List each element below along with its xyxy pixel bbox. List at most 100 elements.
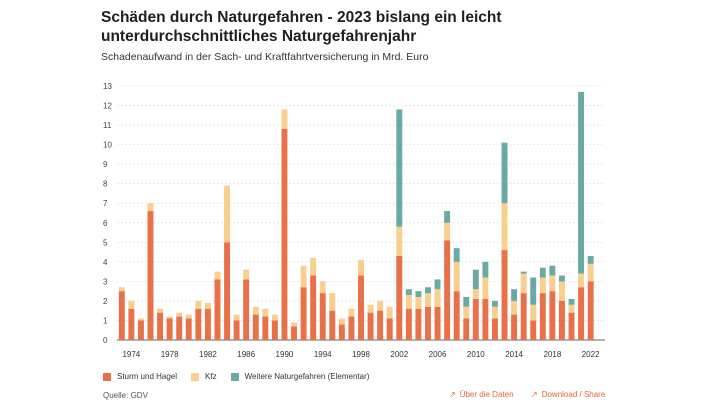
bar-1984 — [224, 185, 231, 340]
bar-segment-sturm — [578, 287, 585, 340]
bar-segment-sturm — [568, 312, 575, 340]
bar-segment-kfz — [587, 263, 594, 282]
y-tick-label: 3 — [103, 277, 108, 286]
bar-1999 — [367, 304, 374, 340]
x-tick-label: 2002 — [390, 350, 408, 359]
bar-segment-sturm — [434, 306, 441, 340]
x-tick-label: 2018 — [543, 350, 561, 359]
bar-segment-kfz — [166, 316, 173, 319]
bar-1991 — [291, 322, 297, 340]
download-share-label: Download / Share — [541, 390, 606, 399]
bar-segment-elementar — [587, 255, 594, 264]
bar-segment-kfz — [329, 293, 336, 311]
bar-segment-elementar — [578, 91, 585, 274]
x-tick-label: 1994 — [314, 350, 332, 359]
bar-segment-sturm — [176, 316, 183, 340]
bar-segment-kfz — [157, 308, 164, 313]
bar-segment-sturm — [530, 320, 537, 340]
bar-1975 — [137, 318, 144, 340]
bar-segment-sturm — [425, 306, 431, 340]
bar-segment-elementar — [463, 297, 470, 307]
bar-2015 — [520, 271, 527, 340]
bar-segment-sturm — [128, 308, 135, 340]
data-info-label: Über die Daten — [459, 390, 514, 399]
bar-segment-elementar — [444, 211, 451, 223]
bar-segment-kfz — [233, 314, 240, 321]
bar-segment-sturm — [300, 287, 307, 340]
bar-segment-elementar — [539, 267, 546, 278]
bar-segment-sturm — [539, 293, 546, 340]
legend-swatch-kfz — [191, 372, 200, 381]
x-tick-label: 2010 — [467, 350, 485, 359]
bar-segment-kfz — [147, 203, 154, 212]
bar-segment-sturm — [195, 308, 202, 340]
bar-segment-kfz — [310, 257, 317, 276]
y-tick-label: 1 — [103, 316, 108, 325]
bar-1977 — [157, 308, 164, 340]
bar-segment-elementar — [549, 265, 556, 276]
bar-segment-sturm — [271, 320, 278, 340]
bar-1996 — [338, 318, 345, 340]
source-note: Quelle: GDV — [103, 391, 148, 400]
bar-segment-kfz — [549, 275, 556, 292]
bar-segment-sturm — [204, 308, 211, 340]
bar-segment-sturm — [348, 316, 355, 340]
bar-2008 — [453, 248, 460, 340]
bar-1992 — [300, 265, 307, 340]
bar-segment-sturm — [444, 240, 451, 340]
bar-segment-elementar — [396, 109, 403, 227]
bar-1988 — [262, 308, 269, 340]
y-tick-label: 9 — [103, 160, 108, 169]
bar-segment-kfz — [377, 300, 384, 311]
bar-1979 — [176, 312, 183, 340]
bars — [118, 91, 594, 340]
bar-segment-kfz — [367, 304, 374, 313]
bar-segment-elementar — [491, 300, 498, 307]
bar-segment-sturm — [453, 291, 460, 340]
bar-segment-kfz — [195, 300, 202, 309]
data-info-link[interactable]: ↗ Über die Daten — [449, 390, 514, 399]
bar-segment-elementar — [472, 269, 479, 290]
bar-segment-elementar — [434, 279, 441, 290]
bar-segment-kfz — [396, 226, 403, 256]
bar-1983 — [214, 271, 221, 340]
bar-2021 — [578, 91, 585, 340]
bar-2019 — [558, 275, 565, 340]
bar-2005 — [425, 287, 431, 340]
bar-segment-kfz — [338, 318, 345, 325]
y-tick-label: 6 — [103, 219, 108, 228]
bar-segment-elementar — [530, 277, 537, 305]
bar-segment-kfz — [444, 222, 451, 241]
bar-2017 — [539, 267, 546, 340]
y-tick-label: 7 — [103, 199, 108, 208]
legend-label-sturm: Sturm und Hagel — [117, 372, 178, 381]
bar-segment-sturm — [558, 300, 565, 340]
bar-segment-sturm — [319, 293, 326, 340]
download-share-link[interactable]: ↗ Download / Share — [531, 390, 605, 399]
x-tick-label: 1978 — [161, 350, 179, 359]
bar-1982 — [204, 302, 211, 340]
x-tick-label: 2006 — [429, 350, 447, 359]
bar-2006 — [434, 279, 441, 340]
bar-segment-kfz — [415, 297, 422, 309]
bar-segment-elementar — [482, 261, 489, 278]
bar-1987 — [252, 306, 259, 340]
x-tick-label: 1998 — [352, 350, 370, 359]
bar-segment-kfz — [300, 265, 307, 288]
bar-1978 — [166, 316, 173, 340]
bar-1976 — [147, 203, 154, 340]
bar-segment-sturm — [501, 250, 508, 340]
bar-segment-sturm — [358, 275, 364, 340]
y-tick-label: 5 — [103, 238, 108, 247]
x-axis-tick-labels: 1974 1978 1982 1986 1990 1994 1998 2002 2006 2010… — [122, 350, 600, 359]
bar-segment-kfz — [224, 185, 231, 243]
y-tick-label: 8 — [103, 180, 108, 189]
bar-segment-kfz — [472, 289, 479, 299]
bar-segment-kfz — [271, 314, 278, 321]
x-tick-label: 1990 — [276, 350, 294, 359]
bar-segment-kfz — [405, 295, 412, 309]
y-tick-label: 11 — [103, 121, 112, 130]
chart-subtitle: Schadenaufwand in der Sach- und Kraftfah… — [101, 51, 429, 63]
bar-2016 — [530, 277, 537, 340]
bar-segment-sturm — [262, 316, 269, 340]
